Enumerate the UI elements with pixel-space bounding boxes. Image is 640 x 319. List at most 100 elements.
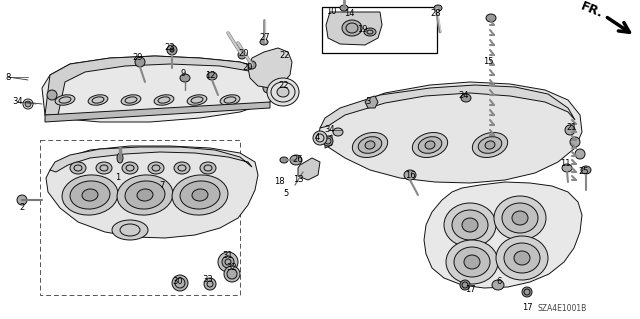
Polygon shape: [326, 12, 382, 45]
Ellipse shape: [204, 278, 216, 290]
Ellipse shape: [248, 61, 256, 69]
Ellipse shape: [404, 170, 416, 180]
Ellipse shape: [418, 137, 442, 153]
Ellipse shape: [172, 275, 188, 291]
Ellipse shape: [486, 14, 496, 22]
Polygon shape: [424, 182, 582, 288]
Ellipse shape: [512, 211, 528, 225]
Text: 10: 10: [326, 8, 336, 17]
Ellipse shape: [55, 95, 75, 105]
Text: 25: 25: [579, 167, 589, 176]
Ellipse shape: [154, 95, 174, 105]
Ellipse shape: [180, 181, 220, 209]
Text: 20: 20: [243, 63, 253, 72]
Text: 32: 32: [227, 263, 237, 272]
Ellipse shape: [70, 181, 110, 209]
Ellipse shape: [17, 195, 27, 205]
Text: 16: 16: [404, 170, 415, 180]
Text: 7: 7: [159, 181, 164, 189]
Ellipse shape: [461, 94, 471, 102]
Ellipse shape: [425, 141, 435, 149]
Ellipse shape: [342, 20, 362, 36]
Ellipse shape: [222, 256, 234, 268]
Ellipse shape: [82, 189, 98, 201]
Ellipse shape: [353, 132, 388, 158]
Text: 29: 29: [132, 53, 143, 62]
Ellipse shape: [581, 166, 591, 174]
Ellipse shape: [562, 164, 572, 172]
Text: 1: 1: [115, 173, 120, 182]
Ellipse shape: [121, 95, 141, 105]
Ellipse shape: [135, 57, 145, 67]
Polygon shape: [248, 48, 292, 88]
Ellipse shape: [472, 132, 508, 158]
Text: 3: 3: [365, 97, 371, 106]
Text: 9: 9: [180, 69, 186, 78]
Text: 12: 12: [205, 70, 215, 79]
Ellipse shape: [180, 74, 190, 82]
Ellipse shape: [280, 157, 288, 163]
Ellipse shape: [137, 189, 153, 201]
Ellipse shape: [170, 48, 174, 52]
Ellipse shape: [224, 266, 240, 282]
Text: 17: 17: [522, 302, 532, 311]
Ellipse shape: [452, 210, 488, 240]
Ellipse shape: [238, 51, 246, 59]
Polygon shape: [45, 56, 260, 115]
Text: 19: 19: [356, 26, 367, 34]
Ellipse shape: [492, 280, 504, 290]
Ellipse shape: [174, 162, 190, 174]
Ellipse shape: [200, 162, 216, 174]
Text: 34: 34: [324, 125, 335, 135]
Text: 11: 11: [560, 159, 570, 167]
Ellipse shape: [277, 87, 289, 97]
Text: 4: 4: [314, 132, 319, 142]
Ellipse shape: [333, 128, 343, 136]
Bar: [40, 140, 240, 295]
Text: 8: 8: [5, 72, 11, 81]
Text: 27: 27: [260, 33, 270, 42]
Text: 30: 30: [173, 277, 183, 286]
Text: 24: 24: [459, 91, 469, 100]
Ellipse shape: [478, 137, 502, 153]
Ellipse shape: [88, 95, 108, 105]
Text: 28: 28: [431, 10, 442, 19]
Text: 18: 18: [274, 177, 284, 187]
Ellipse shape: [70, 162, 86, 174]
Text: 22: 22: [279, 80, 289, 90]
Text: 21: 21: [567, 122, 577, 131]
Ellipse shape: [323, 136, 333, 146]
Text: 26: 26: [292, 155, 303, 165]
Ellipse shape: [364, 28, 376, 36]
Ellipse shape: [25, 101, 31, 107]
Ellipse shape: [290, 155, 302, 165]
Text: 33: 33: [203, 275, 213, 284]
Ellipse shape: [462, 218, 478, 232]
Ellipse shape: [504, 243, 540, 273]
Polygon shape: [325, 135, 332, 148]
Ellipse shape: [575, 149, 585, 159]
Text: FR.: FR.: [579, 0, 605, 20]
Ellipse shape: [96, 162, 112, 174]
Ellipse shape: [187, 95, 207, 105]
Polygon shape: [42, 56, 275, 122]
Ellipse shape: [263, 83, 273, 93]
Text: 23: 23: [164, 43, 175, 53]
Polygon shape: [45, 102, 270, 122]
Ellipse shape: [220, 95, 240, 105]
Text: 13: 13: [292, 174, 303, 183]
Ellipse shape: [218, 252, 238, 272]
Ellipse shape: [446, 240, 498, 284]
Polygon shape: [320, 85, 575, 128]
Ellipse shape: [260, 39, 268, 45]
Ellipse shape: [565, 125, 575, 135]
Polygon shape: [46, 146, 258, 238]
Ellipse shape: [464, 255, 480, 269]
Ellipse shape: [167, 45, 177, 55]
Ellipse shape: [148, 162, 164, 174]
Ellipse shape: [122, 162, 138, 174]
Polygon shape: [365, 96, 378, 108]
Ellipse shape: [485, 141, 495, 149]
Text: 6: 6: [496, 278, 502, 286]
Ellipse shape: [62, 175, 118, 215]
